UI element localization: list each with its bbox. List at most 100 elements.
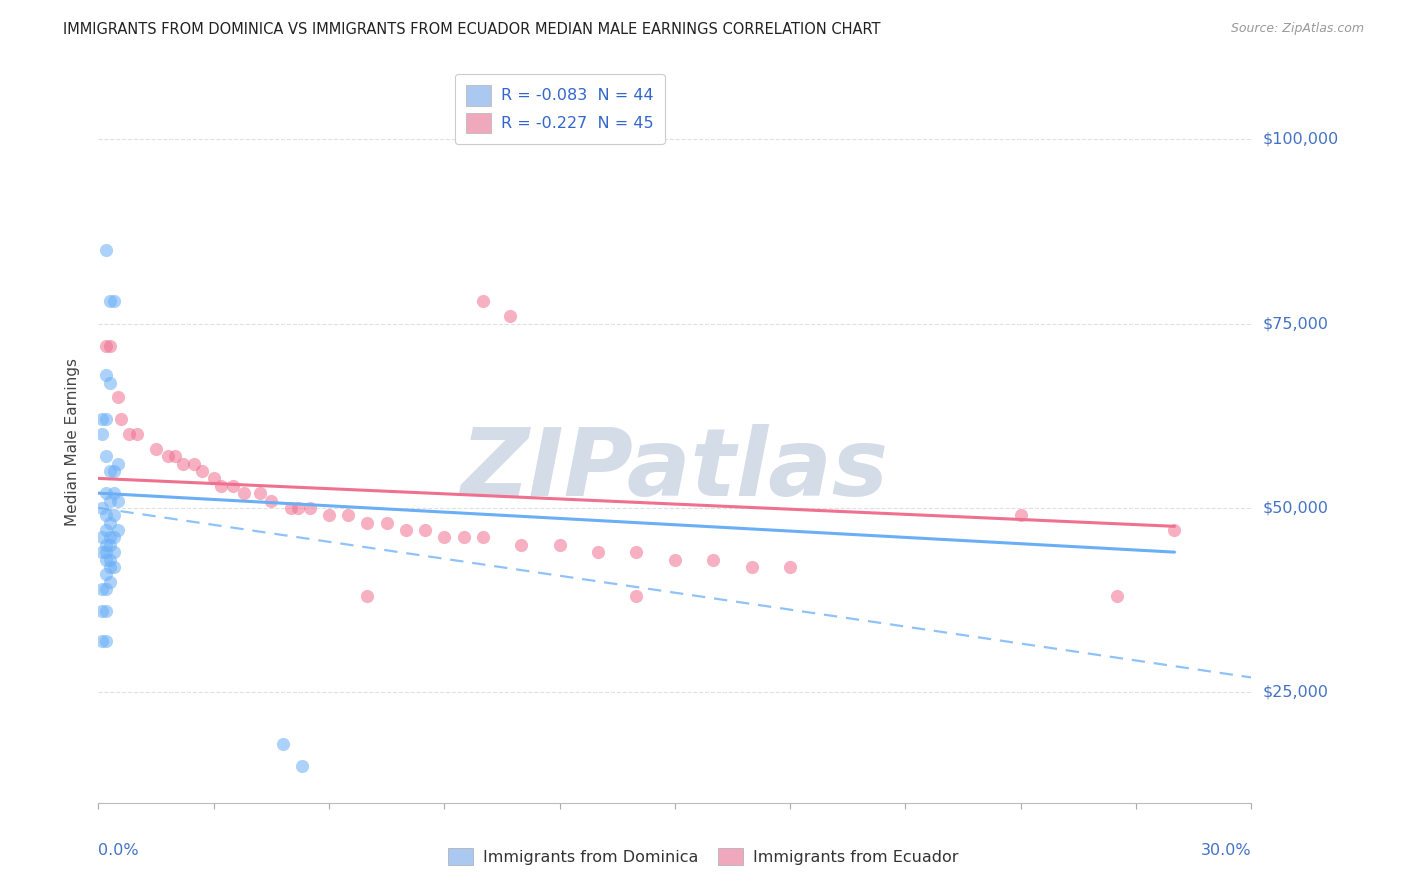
Point (91, 530, 114, 544)
Legend: Immigrants from Dominica, Immigrants from Ecuador: Immigrants from Dominica, Immigrants fro… (440, 840, 966, 873)
Point (98, 516, 121, 530)
Point (471, 530, 494, 544)
Point (375, 516, 398, 530)
Point (103, 560, 125, 574)
Point (94, 545, 117, 559)
Point (94, 450, 117, 464)
Point (94, 243, 117, 257)
Point (98, 560, 121, 574)
Text: $25,000: $25,000 (1263, 685, 1329, 699)
Point (548, 538, 571, 552)
Text: 0.0%: 0.0% (98, 843, 139, 857)
Point (103, 464, 125, 478)
Point (91, 604, 114, 618)
Point (94, 508, 117, 523)
Point (110, 412, 132, 426)
Text: 30.0%: 30.0% (1201, 843, 1251, 857)
Point (702, 552, 724, 566)
Point (107, 457, 129, 471)
Point (98, 574, 121, 589)
Point (94, 339, 117, 353)
Point (98, 552, 121, 566)
Point (94, 604, 117, 618)
Point (209, 479, 232, 493)
Point (586, 545, 609, 559)
Point (453, 530, 475, 544)
Point (433, 530, 456, 544)
Point (471, 294, 494, 309)
Point (664, 552, 686, 566)
Text: $50,000: $50,000 (1263, 500, 1329, 516)
Point (103, 530, 125, 544)
Point (91, 582, 114, 596)
Text: $75,000: $75,000 (1263, 316, 1329, 331)
Legend: R = -0.083  N = 44, R = -0.227  N = 45: R = -0.083 N = 44, R = -0.227 N = 45 (454, 74, 665, 145)
Point (271, 737, 294, 751)
Point (94, 552, 117, 566)
Point (94, 567, 117, 582)
Y-axis label: Median Male Earnings: Median Male Earnings (65, 358, 80, 525)
Point (260, 493, 283, 508)
Point (337, 508, 360, 523)
Point (741, 560, 763, 574)
Point (107, 523, 129, 537)
Point (356, 590, 378, 604)
Point (156, 450, 179, 464)
Point (287, 500, 309, 515)
Point (356, 516, 378, 530)
Point (98, 339, 121, 353)
Point (165, 450, 187, 464)
Text: $100,000: $100,000 (1263, 132, 1339, 147)
Point (1163, 523, 1185, 537)
Point (107, 493, 129, 508)
Point (145, 442, 167, 456)
Point (98, 493, 121, 508)
Point (107, 390, 129, 404)
Point (94, 486, 117, 500)
Point (91, 500, 114, 515)
Text: IMMIGRANTS FROM DOMINICA VS IMMIGRANTS FROM ECUADOR MEDIAN MALE EARNINGS CORRELA: IMMIGRANTS FROM DOMINICA VS IMMIGRANTS F… (63, 22, 880, 37)
Point (626, 590, 648, 604)
Point (94, 633, 117, 648)
Point (233, 486, 256, 500)
Point (91, 633, 114, 648)
Point (98, 376, 121, 390)
Point (395, 523, 418, 537)
Point (94, 538, 117, 552)
Point (94, 582, 117, 596)
Point (1010, 508, 1032, 523)
Point (413, 523, 436, 537)
Point (626, 545, 648, 559)
Point (91, 545, 114, 559)
Point (125, 427, 148, 442)
Point (191, 464, 214, 478)
Point (98, 530, 121, 544)
Point (103, 545, 125, 559)
Point (1105, 590, 1128, 604)
Point (172, 457, 194, 471)
Point (118, 427, 141, 442)
Text: ZIPatlas: ZIPatlas (461, 425, 889, 516)
Point (291, 759, 314, 773)
Point (498, 309, 520, 323)
Point (98, 464, 121, 478)
Point (298, 500, 321, 515)
Point (91, 427, 114, 442)
Point (510, 538, 533, 552)
Point (183, 457, 205, 471)
Point (98, 538, 121, 552)
Point (202, 471, 225, 485)
Point (94, 412, 117, 426)
Point (103, 486, 125, 500)
Point (222, 479, 245, 493)
Point (103, 508, 125, 523)
Text: Source: ZipAtlas.com: Source: ZipAtlas.com (1230, 22, 1364, 36)
Point (318, 508, 340, 523)
Point (98, 294, 121, 309)
Point (103, 294, 125, 309)
Point (94, 523, 117, 537)
Point (91, 412, 114, 426)
Point (249, 486, 271, 500)
Point (94, 368, 117, 383)
Point (779, 560, 801, 574)
